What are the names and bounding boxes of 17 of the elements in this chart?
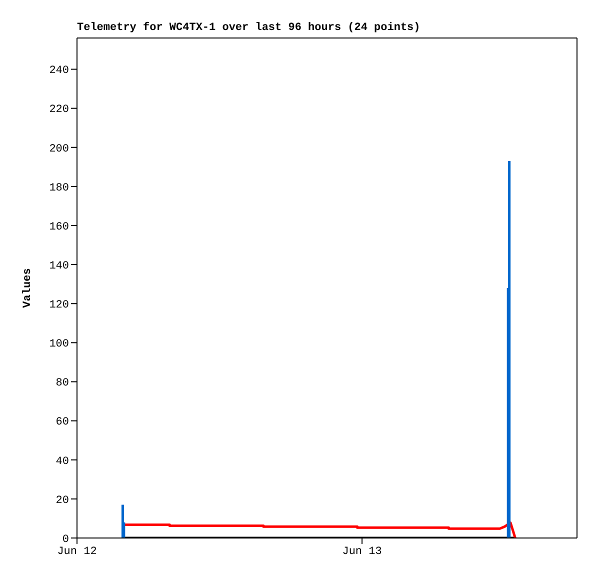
y-tick-label: 200 [49,143,69,156]
y-axis-title: Values [22,268,34,308]
y-tick-label: 60 [56,416,69,429]
y-tick-label: 0 [62,534,69,546]
y-tick-label: 240 [49,65,69,78]
y-tick-label: 100 [49,338,69,351]
x-tick-label: Jun 12 [57,546,97,558]
y-tick-label: 20 [56,494,69,507]
chart-title: Telemetry for WC4TX-1 over last 96 hours (24 points) [77,22,420,34]
y-tick-label: 40 [56,456,69,468]
y-tick-label: 140 [49,260,69,272]
x-tick-label: Jun 13 [342,546,382,558]
y-tick-label: 80 [56,378,69,390]
y-tick-label: 220 [49,104,69,116]
y-tick-label: 160 [49,221,69,234]
y-tick-label: 120 [49,300,69,312]
y-tick-label: 180 [49,182,69,194]
